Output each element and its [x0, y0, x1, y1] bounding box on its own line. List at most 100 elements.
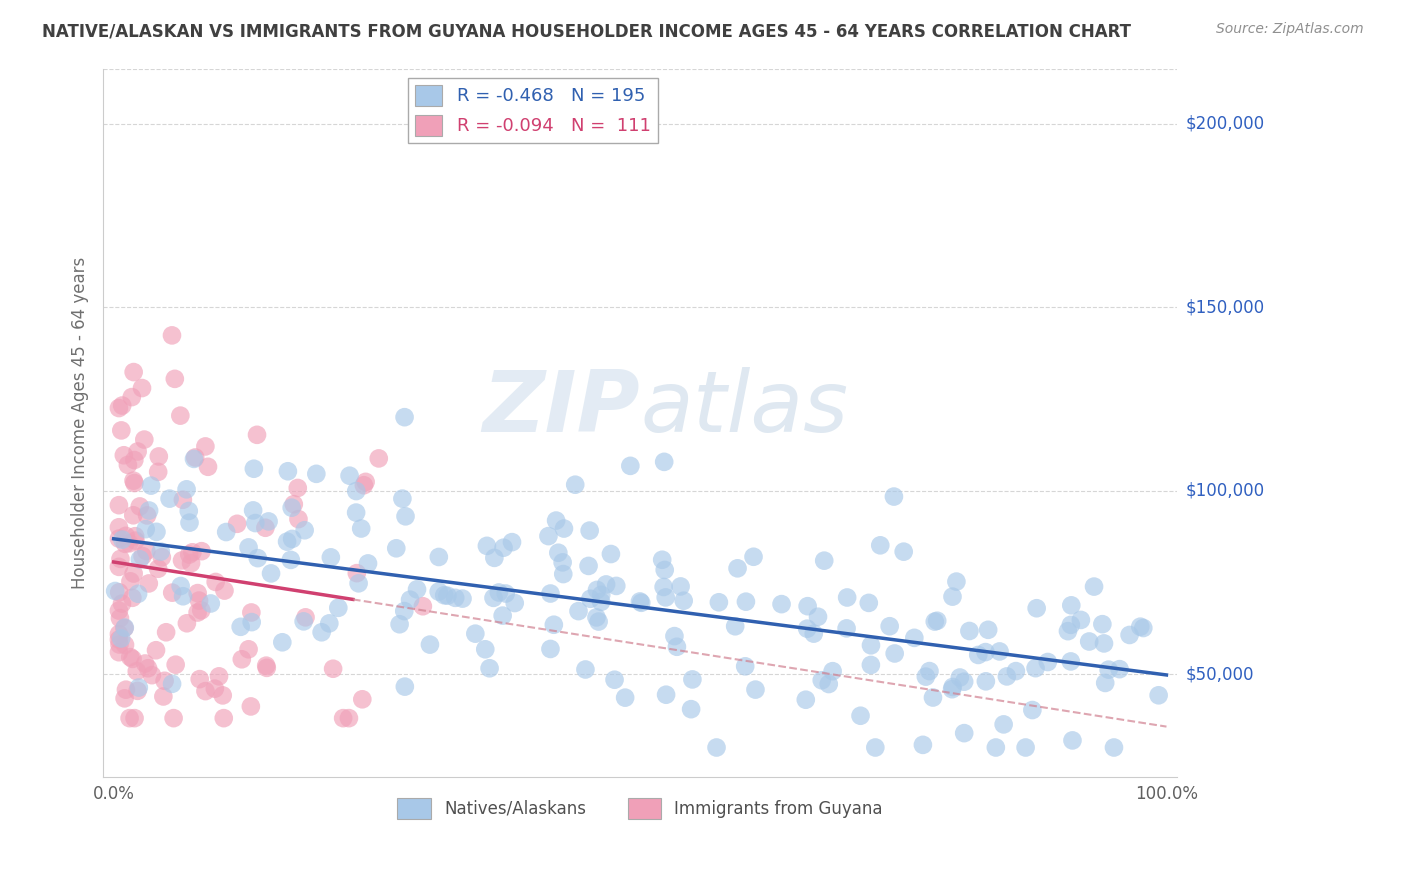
Point [114, 621, 136, 635]
Point [155, 625, 177, 640]
Point [110, 424, 132, 438]
Point [350, 521, 373, 535]
Point [339, 468, 361, 483]
Point [412, 599, 434, 614]
Point [1005, 664, 1028, 678]
Point [136, 661, 159, 675]
Point [197, 459, 219, 474]
Point [1025, 601, 1047, 615]
Point [1014, 740, 1036, 755]
Point [124, 711, 146, 725]
Point [1132, 621, 1154, 635]
Point [547, 546, 569, 560]
Point [1083, 580, 1105, 594]
Point [813, 554, 835, 568]
Point [148, 465, 170, 479]
Point [922, 690, 945, 705]
Point [153, 673, 176, 688]
Point [588, 615, 610, 629]
Point [172, 589, 194, 603]
Point [619, 458, 641, 473]
Point [277, 464, 299, 478]
Point [115, 682, 138, 697]
Point [879, 619, 901, 633]
Point [121, 652, 143, 666]
Point [652, 580, 675, 594]
Point [1094, 676, 1116, 690]
Point [124, 529, 146, 543]
Point [1060, 599, 1083, 613]
Point [953, 726, 976, 740]
Point [184, 450, 207, 465]
Point [187, 586, 209, 600]
Point [260, 566, 283, 581]
Point [817, 677, 839, 691]
Point [810, 673, 832, 688]
Point [918, 664, 941, 678]
Point [957, 624, 980, 638]
Point [194, 684, 217, 698]
Point [212, 711, 235, 725]
Point [394, 410, 416, 425]
Point [124, 475, 146, 490]
Point [742, 549, 765, 564]
Point [433, 588, 456, 602]
Point [586, 582, 609, 597]
Point [578, 558, 600, 573]
Point [391, 491, 413, 506]
Point [169, 579, 191, 593]
Point [984, 740, 1007, 755]
Point [162, 711, 184, 725]
Point [160, 328, 183, 343]
Point [821, 664, 844, 678]
Point [238, 541, 260, 555]
Point [110, 552, 132, 566]
Point [208, 669, 231, 683]
Point [108, 585, 131, 599]
Point [427, 549, 450, 564]
Point [579, 591, 602, 606]
Point [256, 661, 278, 675]
Point [152, 690, 174, 704]
Point [294, 523, 316, 537]
Point [835, 621, 858, 635]
Point [628, 594, 651, 608]
Point [707, 595, 730, 609]
Point [988, 644, 1011, 658]
Point [869, 538, 891, 552]
Point [108, 604, 131, 618]
Point [727, 561, 749, 575]
Point [941, 682, 963, 697]
Point [354, 475, 377, 489]
Point [1060, 655, 1083, 669]
Point [111, 597, 134, 611]
Point [188, 593, 211, 607]
Point [108, 520, 131, 534]
Point [475, 539, 498, 553]
Point [127, 444, 149, 458]
Point [160, 585, 183, 599]
Point [654, 563, 676, 577]
Point [183, 451, 205, 466]
Point [104, 584, 127, 599]
Point [204, 681, 226, 696]
Point [287, 481, 309, 495]
Point [914, 670, 936, 684]
Point [474, 642, 496, 657]
Point [231, 652, 253, 666]
Point [292, 615, 315, 629]
Point [605, 579, 627, 593]
Point [243, 461, 266, 475]
Point [1092, 636, 1115, 650]
Text: $200,000: $200,000 [1185, 114, 1264, 133]
Legend: Natives/Alaskans, Immigrants from Guyana: Natives/Alaskans, Immigrants from Guyana [391, 791, 890, 825]
Point [332, 711, 354, 725]
Point [145, 643, 167, 657]
Point [399, 592, 422, 607]
Point [200, 597, 222, 611]
Point [672, 593, 695, 607]
Point [734, 659, 756, 673]
Point [138, 576, 160, 591]
Point [128, 552, 150, 566]
Point [319, 550, 342, 565]
